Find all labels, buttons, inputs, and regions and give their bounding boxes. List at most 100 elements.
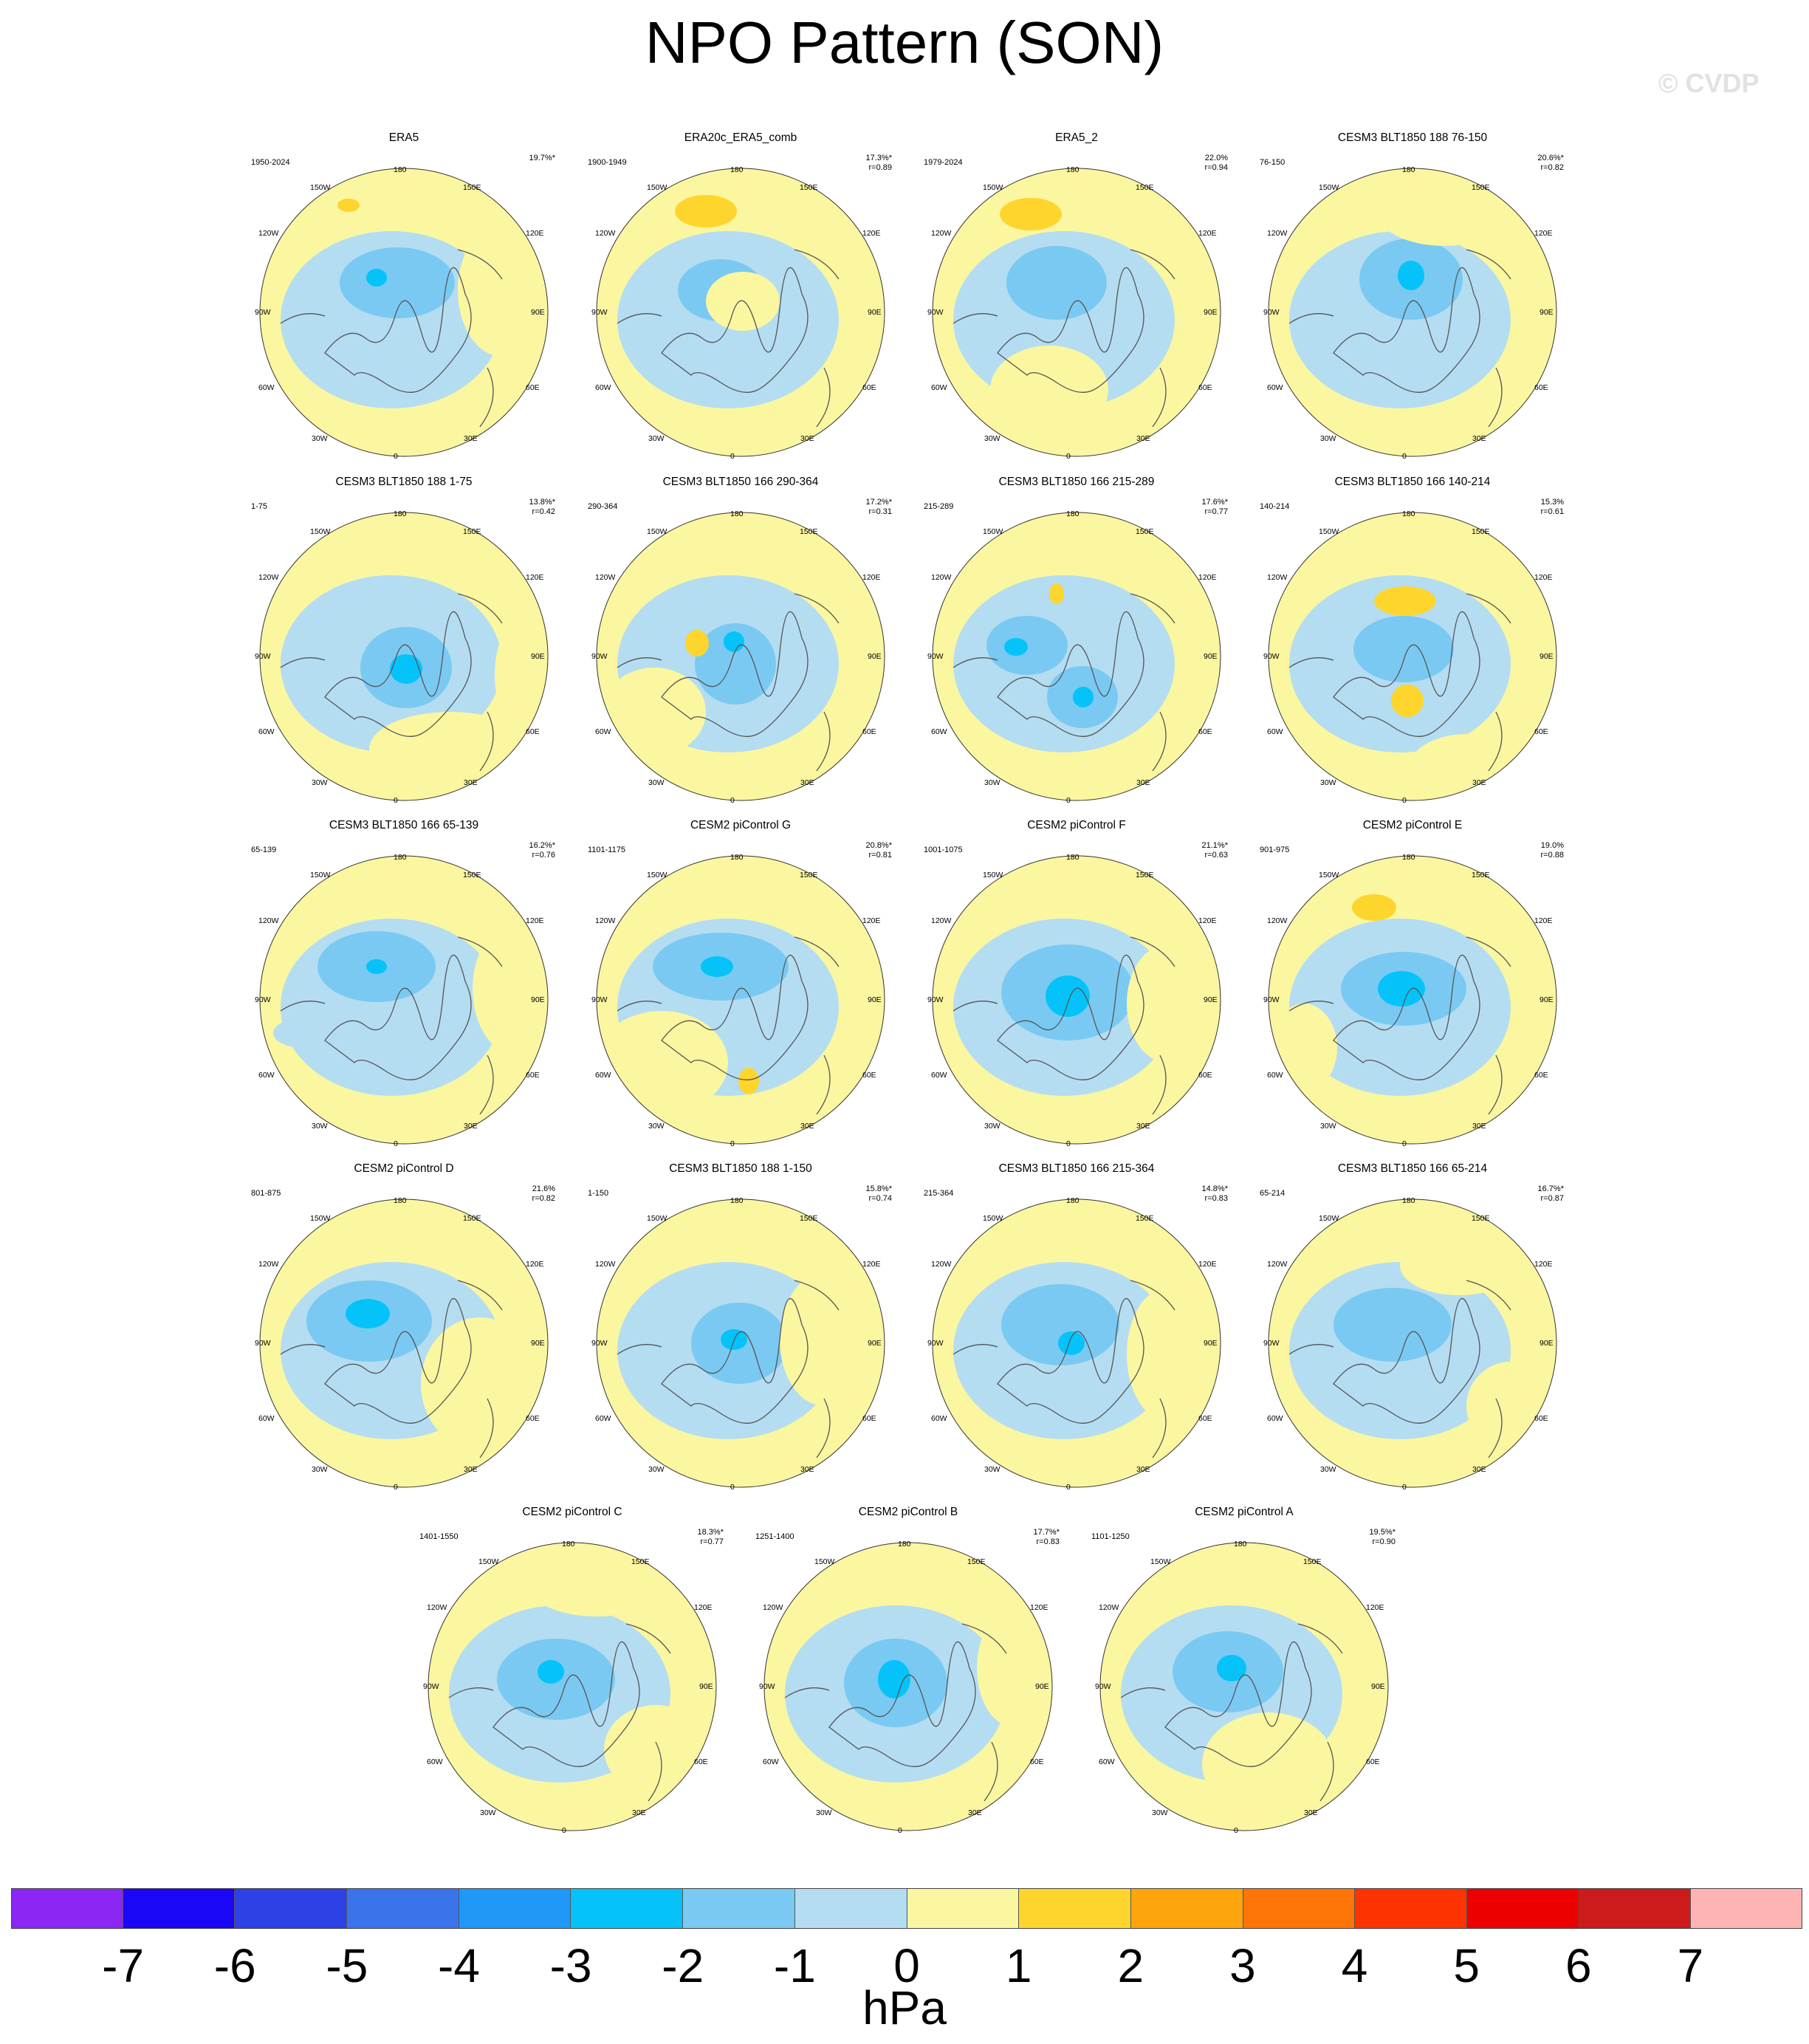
longitude-label: 120E [1198,229,1217,238]
anomaly-contour [1049,583,1064,604]
anomaly-contour [675,195,737,227]
longitude-label: 120W [258,573,279,582]
longitude-label: 150W [983,1214,1003,1223]
panel-title: CESM3 BLT1850 166 65-139 [329,819,479,831]
explained-variance: 17.7%* [1033,1528,1060,1537]
panel-period: 290-364 [588,502,618,511]
longitude-label: 60E [526,1414,540,1423]
longitude-label: 90W [927,1339,944,1348]
longitude-label: 150E [1136,527,1154,536]
panel-period: 1950-2024 [251,158,290,167]
map-panel: CESM2 piControl F 1001-1075 21.1%* r=0.63 18… [909,819,1244,1151]
longitude-label: 150E [1472,527,1490,536]
polar-map [259,168,549,457]
longitude-label: 90W [255,308,271,317]
longitude-label: 60E [1198,383,1212,392]
polar-map [932,168,1221,457]
panel-title: CESM2 piControl G [690,819,792,831]
longitude-label: 90E [1539,1339,1554,1348]
longitude-label: 120E [1198,916,1217,925]
longitude-label: 60W [1267,1414,1283,1423]
anomaly-contour [1073,687,1094,707]
panel-title: CESM3 BLT1850 188 76-150 [1337,131,1488,144]
longitude-label: 150W [814,1557,835,1566]
anomaly-contour [346,1299,390,1328]
longitude-label: 180 [1066,1196,1079,1205]
coastline [1288,1280,1511,1458]
panel-period: 1-150 [588,1189,609,1198]
longitude-label: 120W [1267,916,1288,925]
longitude-label: 150E [631,1557,650,1566]
map-panel: CESM3 BLT1850 166 290-364 290-364 17.2%* r=… [573,476,908,808]
anomaly-contour [273,1018,332,1048]
longitude-label: 0 [394,1483,398,1492]
longitude-label: 60E [862,727,876,736]
map-panel: ERA20c_ERA5_comb 1900-1949 17.3%* r=0.89 180… [573,131,908,464]
longitude-label: 30E [1136,778,1150,787]
panel-title: CESM3 BLT1850 166 215-364 [998,1162,1155,1175]
longitude-label: 120E [526,573,544,582]
anomaly-contour [530,1557,663,1616]
panel-title: CESM3 BLT1850 166 290-364 [662,476,819,488]
panel-period: 801-875 [251,1189,281,1198]
negative-anomaly-region [953,575,1175,752]
longitude-label: 90W [1263,1339,1280,1348]
map-panel: CESM3 BLT1850 188 1-150 1-150 15.8%* r=0.74… [573,1162,908,1495]
map-boundary [259,855,549,1145]
longitude-label: 30E [464,778,478,787]
longitude-label: 150W [310,527,331,536]
longitude-label: 120E [1534,573,1553,582]
anomaly-contour [1333,1288,1452,1362]
polar-map [1268,1198,1557,1488]
longitude-label: 90W [1263,652,1280,661]
panel-stats: 16.7%* r=0.87 [1538,1184,1564,1204]
longitude-label: 90E [868,652,882,661]
polar-map [596,1198,885,1488]
anomaly-contour [1046,975,1090,1017]
explained-variance: 16.7%* [1537,1184,1564,1193]
pattern-correlation: r=0.77 [1204,507,1229,516]
colorbar-tick-label: 7 [1677,1939,1704,1992]
longitude-label: 60W [1099,1757,1115,1766]
anomaly-contour [695,623,776,704]
longitude-label: 120W [931,573,952,582]
longitude-label: 0 [1402,1139,1407,1148]
anomaly-contour [1127,1288,1208,1421]
longitude-label: 90W [591,652,608,661]
longitude-label: 30E [464,1465,478,1474]
explained-variance: 17.3%* [865,154,892,162]
anomaly-contour [1400,1236,1518,1295]
colorbar [11,1888,1802,1929]
coastline [1288,936,1511,1115]
longitude-label: 180 [1066,510,1079,518]
panel-stats: 15.3% r=0.61 [1541,498,1565,517]
anomaly-contour [597,1011,728,1114]
longitude-label: 60W [258,727,275,736]
anomaly-contour [977,1609,1051,1727]
longitude-label: 150E [1303,1557,1322,1566]
longitude-label: 180 [562,1540,575,1549]
longitude-label: 120W [1099,1603,1119,1612]
panel-stats: 16.2%* r=0.76 [529,841,555,860]
polar-map [596,855,885,1145]
longitude-label: 150E [1136,183,1154,192]
anomaly-contour [1378,971,1425,1006]
explained-variance: 17.6%* [1201,498,1228,507]
explained-variance: 17.2%* [865,498,892,507]
longitude-label: 60E [1198,727,1212,736]
panel-period: 76-150 [1260,158,1285,167]
panel-title: CESM2 piControl F [1027,819,1126,831]
longitude-label: 120E [1198,1260,1217,1269]
panel-stats: 14.8%* r=0.83 [1202,1184,1228,1204]
anomaly-contour [369,712,532,786]
explained-variance: 21.1%* [1201,841,1228,850]
longitude-label: 90E [868,995,882,1004]
map-boundary [1099,1542,1389,1831]
coastline [952,936,1175,1115]
longitude-label: 180 [730,853,744,862]
coastline [617,593,840,772]
longitude-label: 30W [984,1122,1000,1131]
map-panel: CESM3 BLT1850 166 215-364 215-364 14.8%* r=… [909,1162,1244,1495]
map-panel: ERA5_2 1979-2024 22.0% r=0.94 180 150W 150E 120… [909,131,1244,464]
longitude-label: 90E [531,308,545,317]
